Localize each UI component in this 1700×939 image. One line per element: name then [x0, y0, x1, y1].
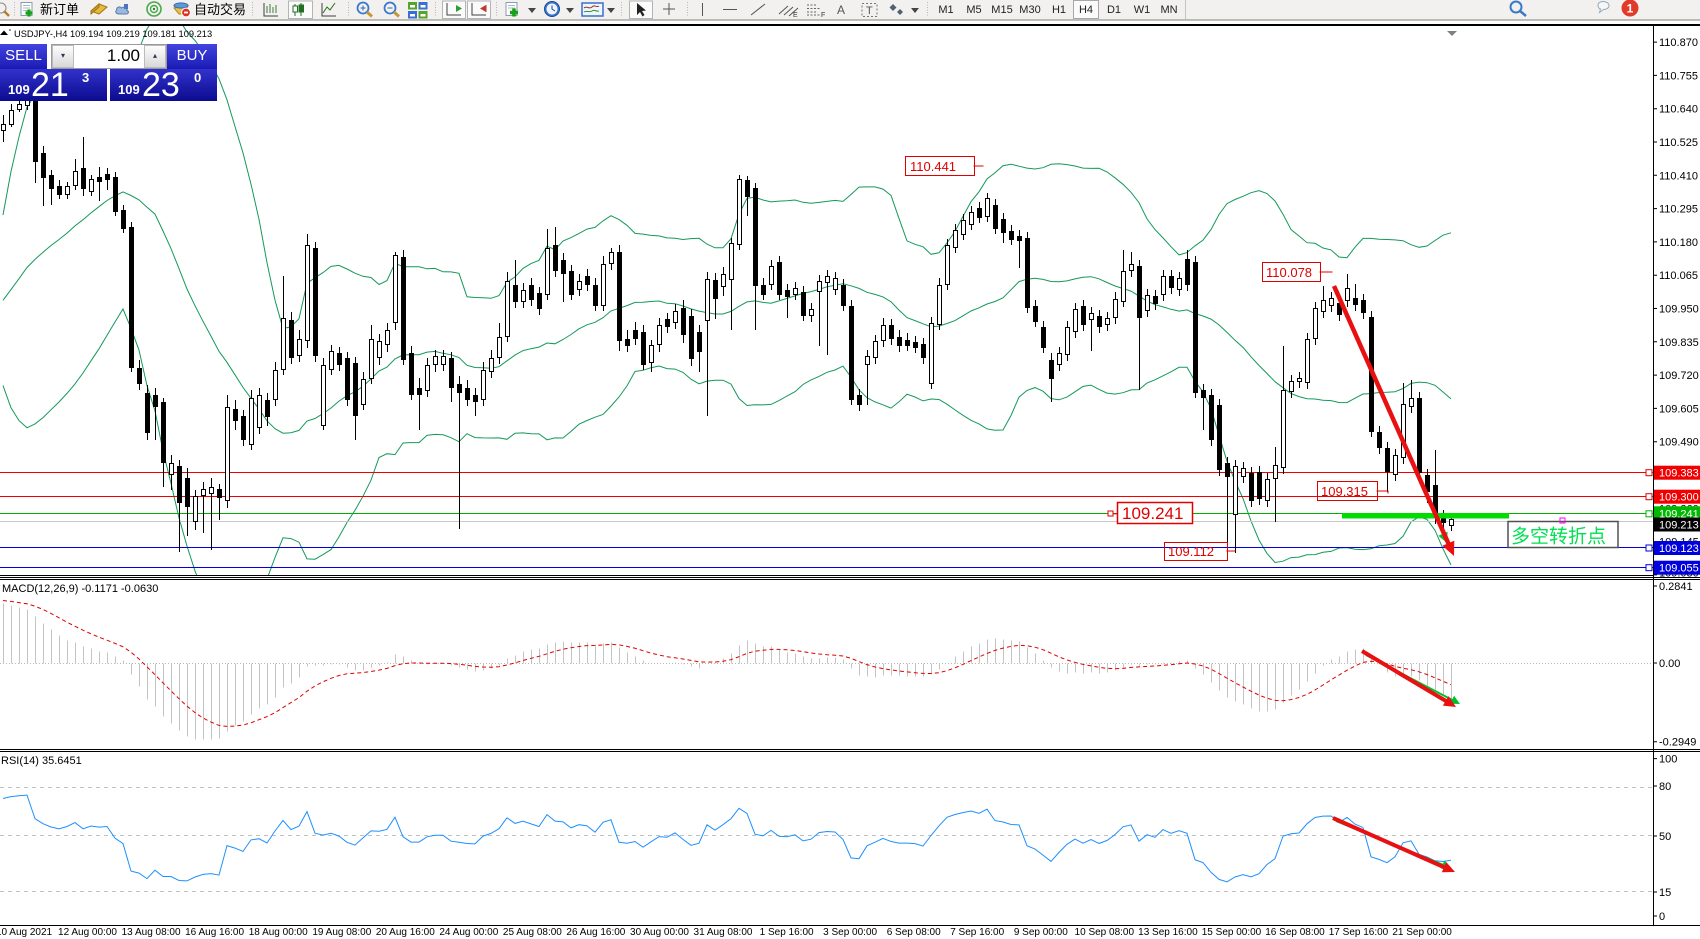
svg-text:109.490: 109.490	[1659, 437, 1699, 449]
svg-text:109.241: 109.241	[1659, 508, 1699, 520]
svg-text:16 Sep 08:00: 16 Sep 08:00	[1265, 927, 1325, 938]
svg-text:12 Aug 00:00: 12 Aug 00:00	[58, 927, 117, 938]
svg-text:-0.2949: -0.2949	[1659, 737, 1696, 749]
svg-text:109.055: 109.055	[1659, 563, 1699, 575]
svg-text:17 Sep 16:00: 17 Sep 16:00	[1329, 927, 1389, 938]
svg-text:MACD(12,26,9) -0.1171 -0.0630: MACD(12,26,9) -0.1171 -0.0630	[2, 583, 158, 595]
svg-text:0: 0	[1659, 911, 1665, 923]
svg-text:USDJPY-,H4 109.194 109.219 10: USDJPY-,H4 109.194 109.219 109.181 109.2…	[14, 29, 212, 39]
svg-text:多空转折点: 多空转折点	[1511, 526, 1606, 548]
svg-text:W1: W1	[1134, 4, 1151, 16]
svg-text:1: 1	[1627, 2, 1634, 16]
svg-text:自动交易: 自动交易	[194, 2, 246, 17]
svg-text:110.180: 110.180	[1659, 237, 1698, 249]
svg-text:110.755: 110.755	[1659, 70, 1698, 82]
svg-text:110.640: 110.640	[1659, 104, 1698, 116]
svg-text:100: 100	[1659, 754, 1677, 766]
svg-text:T: T	[866, 5, 873, 17]
svg-text:110.410: 110.410	[1659, 170, 1698, 182]
svg-text:110.441: 110.441	[910, 159, 956, 174]
svg-text:13 Aug 08:00: 13 Aug 08:00	[122, 927, 181, 938]
svg-text:110.525: 110.525	[1659, 137, 1698, 149]
svg-text:9 Sep 00:00: 9 Sep 00:00	[1014, 927, 1068, 938]
svg-text:109.213: 109.213	[1659, 520, 1699, 532]
svg-text:D1: D1	[1107, 4, 1121, 16]
svg-text:E: E	[793, 12, 798, 19]
svg-text:109.835: 109.835	[1659, 337, 1699, 349]
svg-text:10 Sep 08:00: 10 Sep 08:00	[1075, 927, 1135, 938]
svg-text:18 Aug 00:00: 18 Aug 00:00	[249, 927, 308, 938]
svg-text:H1: H1	[1052, 4, 1066, 16]
svg-text:110.065: 110.065	[1659, 270, 1698, 282]
svg-text:30 Aug 00:00: 30 Aug 00:00	[630, 927, 689, 938]
svg-text:°: °	[9, 28, 12, 36]
svg-text:13 Sep 16:00: 13 Sep 16:00	[1138, 927, 1198, 938]
svg-text:M15: M15	[991, 4, 1012, 16]
svg-text:H4: H4	[1079, 4, 1093, 16]
svg-text:7 Sep 16:00: 7 Sep 16:00	[950, 927, 1004, 938]
svg-text:新订单: 新订单	[40, 2, 79, 17]
svg-text:109.315: 109.315	[1321, 484, 1368, 499]
svg-text:110.870: 110.870	[1659, 37, 1698, 49]
svg-text:109.300: 109.300	[1659, 492, 1699, 504]
svg-text:1 Sep 16:00: 1 Sep 16:00	[760, 927, 814, 938]
svg-text:RSI(14) 35.6451: RSI(14) 35.6451	[1, 755, 82, 767]
svg-text:0.00: 0.00	[1659, 658, 1680, 670]
svg-text:109.123: 109.123	[1659, 543, 1699, 555]
svg-text:31 Aug 08:00: 31 Aug 08:00	[694, 927, 753, 938]
svg-text:16 Aug 16:00: 16 Aug 16:00	[185, 927, 244, 938]
svg-text:24 Aug 00:00: 24 Aug 00:00	[439, 927, 498, 938]
svg-text:M30: M30	[1019, 4, 1040, 16]
svg-text:109.950: 109.950	[1659, 304, 1699, 316]
svg-text:109.241: 109.241	[1122, 504, 1183, 523]
svg-text:109.605: 109.605	[1659, 403, 1699, 415]
svg-text:21 Sep 00:00: 21 Sep 00:00	[1392, 927, 1452, 938]
svg-text:109.720: 109.720	[1659, 370, 1699, 382]
svg-text:110.078: 110.078	[1266, 265, 1312, 280]
svg-text:20 Aug 16:00: 20 Aug 16:00	[376, 927, 435, 938]
svg-text:MN: MN	[1160, 4, 1177, 16]
svg-text:M5: M5	[966, 4, 981, 16]
svg-text:F: F	[821, 12, 825, 19]
svg-text:80: 80	[1659, 781, 1671, 793]
svg-text:0.2841: 0.2841	[1659, 581, 1693, 593]
svg-text:19 Aug 08:00: 19 Aug 08:00	[312, 927, 371, 938]
svg-text:109.112: 109.112	[1168, 544, 1214, 559]
svg-text:15: 15	[1659, 887, 1671, 899]
svg-text:15 Sep 00:00: 15 Sep 00:00	[1202, 927, 1262, 938]
svg-text:10 Aug 2021: 10 Aug 2021	[0, 927, 53, 938]
svg-text:M1: M1	[938, 4, 953, 16]
svg-text:6 Sep 08:00: 6 Sep 08:00	[887, 927, 941, 938]
svg-text:3 Sep 00:00: 3 Sep 00:00	[823, 927, 877, 938]
svg-text:26 Aug 16:00: 26 Aug 16:00	[566, 927, 625, 938]
svg-text:50: 50	[1659, 831, 1671, 843]
svg-text:A: A	[837, 3, 845, 17]
svg-text:109.383: 109.383	[1659, 468, 1699, 480]
svg-text:110.295: 110.295	[1659, 204, 1698, 216]
svg-text:25 Aug 08:00: 25 Aug 08:00	[503, 927, 562, 938]
